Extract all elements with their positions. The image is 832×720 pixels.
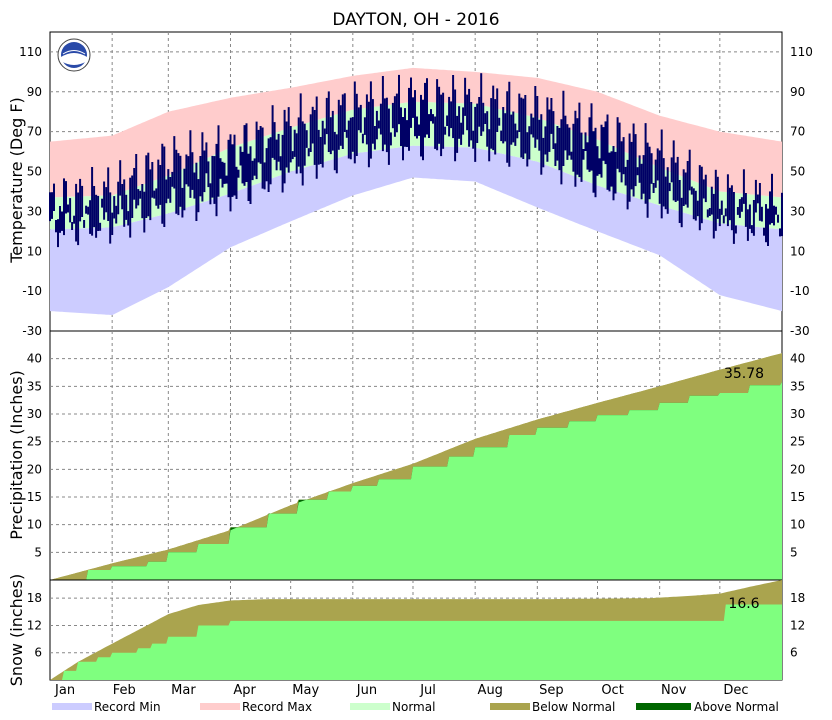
temperature-ticks: -30 -30 -10 -10 10 10 30 30 50 50 70 70 90 90 110 110 <box>19 45 813 338</box>
chart-title: DAYTON, OH - 2016 <box>332 10 499 30</box>
y-tick-label-right: 35 <box>790 379 805 393</box>
precipitation-total-label: 35.78 <box>724 366 764 382</box>
y-tick-label-right: 18 <box>790 591 805 605</box>
y-tick-label-left: 90 <box>27 85 42 99</box>
y-tick-label-right: 10 <box>790 244 805 258</box>
precipitation-areas <box>50 353 782 580</box>
month-tick-label: Jan <box>54 683 75 698</box>
precipitation-axis-label: Precipitation (Inches) <box>7 370 26 540</box>
y-tick-label-left: 30 <box>27 407 42 421</box>
y-tick-label-left: 5 <box>34 545 42 559</box>
y-tick-label-left: 6 <box>34 646 42 660</box>
legend-label-above-normal: Above Normal <box>694 700 779 714</box>
precip-observed-area <box>50 382 782 580</box>
y-tick-label-left: 15 <box>27 490 42 504</box>
month-tick-label: Aug <box>478 683 503 698</box>
y-tick-label-left: 35 <box>27 379 42 393</box>
y-tick-label-left: 20 <box>27 462 42 476</box>
month-tick-label: Sep <box>539 683 564 698</box>
month-tick-label: Oct <box>601 683 623 698</box>
record-max-band <box>50 67 782 198</box>
legend-swatch-record-max <box>200 703 240 710</box>
snow-ticks: 6 6 12 12 18 18 <box>27 591 806 660</box>
legend-label-normal: Normal <box>392 700 435 714</box>
month-tick-label: May <box>292 683 319 698</box>
snow-areas <box>50 580 782 680</box>
y-tick-label-left: 40 <box>27 352 42 366</box>
snow-axis-label: Snow (inches) <box>7 574 26 686</box>
y-tick-label-right: 90 <box>790 85 805 99</box>
temperature-axis-label: Temperature (Deg F) <box>7 97 26 264</box>
y-tick-label-right: -10 <box>790 284 810 298</box>
y-tick-label-right: 5 <box>790 545 798 559</box>
y-tick-label-right: 6 <box>790 646 798 660</box>
legend-label-record-min: Record Min <box>94 700 161 714</box>
precipitation-panel: 5 5 10 10 15 15 20 20 25 25 30 30 35 35 40 40 Precipita… <box>7 330 806 581</box>
y-tick-label-right: 30 <box>790 407 805 421</box>
y-tick-label-right: 25 <box>790 435 805 449</box>
snow-observed-area <box>50 604 782 680</box>
month-tick-label: Nov <box>661 683 687 698</box>
y-tick-label-left: 12 <box>27 618 42 632</box>
record-min-band <box>50 145 782 316</box>
y-tick-label-right: 50 <box>790 165 805 179</box>
noaa-logo <box>57 38 91 72</box>
y-tick-label-right: 15 <box>790 490 805 504</box>
y-tick-label-right: 70 <box>790 125 805 139</box>
y-tick-label-left: 25 <box>27 435 42 449</box>
legend-swatch-normal <box>350 703 390 710</box>
month-axis: Jan Feb Mar Apr May Jun Jul Aug Sep Oct Nov Dec <box>54 683 748 698</box>
month-tick-label: Jun <box>356 683 377 698</box>
month-tick-label: Dec <box>723 683 748 698</box>
y-tick-label-left: 70 <box>27 125 42 139</box>
legend-swatch-record-min <box>52 703 92 710</box>
legend-label-below-normal: Below Normal <box>532 700 615 714</box>
temperature-areas <box>49 67 783 316</box>
month-tick-label: Jul <box>419 683 436 698</box>
snow-total-label: 16.6 <box>728 596 759 612</box>
y-tick-label-right: -30 <box>790 324 810 338</box>
month-tick-label: Mar <box>171 683 196 698</box>
y-tick-label-right: 10 <box>790 518 805 532</box>
y-tick-label-left: 10 <box>27 244 42 258</box>
y-tick-label-left: 50 <box>27 165 42 179</box>
y-tick-label-left: 18 <box>27 591 42 605</box>
y-tick-label-right: 12 <box>790 618 805 632</box>
month-tick-label: Apr <box>233 683 256 698</box>
y-tick-label-right: 40 <box>790 352 805 366</box>
legend-label-record-max: Record Max <box>242 700 312 714</box>
y-tick-label-right: 20 <box>790 462 805 476</box>
legend-swatch-below-normal <box>490 703 530 710</box>
precip-deficit-area <box>50 353 782 580</box>
legend: Record Min Record Max Normal Below Norma… <box>52 700 779 714</box>
y-tick-label-left: 10 <box>27 518 42 532</box>
temperature-panel: -30 -30 -10 -10 10 10 30 30 50 50 70 70 90 90 110 110 T… <box>7 31 813 338</box>
y-tick-label-left: -10 <box>22 284 42 298</box>
y-tick-label-right: 30 <box>790 204 805 218</box>
y-tick-label-left: 30 <box>27 204 42 218</box>
snow-panel: 6 6 12 12 18 18 Snow (inches) 16.6 <box>7 574 805 686</box>
month-tick-label: Feb <box>113 683 136 698</box>
y-tick-label-right: 110 <box>790 45 813 59</box>
y-tick-label-left: 110 <box>19 45 42 59</box>
precipitation-ticks: 5 5 10 10 15 15 20 20 25 25 30 30 35 35 40 40 <box>27 352 806 560</box>
legend-swatch-above-normal <box>636 703 691 710</box>
y-tick-label-left: -30 <box>22 324 42 338</box>
